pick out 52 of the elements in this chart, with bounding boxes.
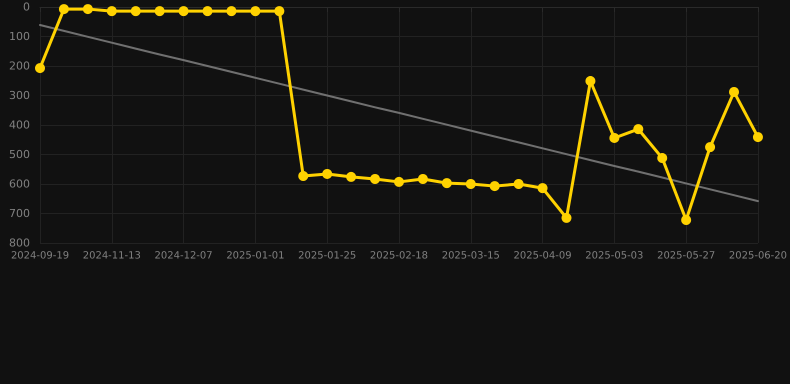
point <box>370 174 380 184</box>
point <box>226 6 236 16</box>
point <box>202 6 213 16</box>
y-tick-label: 100 <box>9 30 30 43</box>
point <box>538 183 548 194</box>
point <box>562 212 572 223</box>
point <box>442 178 452 188</box>
point <box>106 6 117 16</box>
point <box>250 6 260 16</box>
y-tick-label: 800 <box>9 236 30 250</box>
point <box>681 214 692 225</box>
point <box>274 6 284 16</box>
y-tick-label: 600 <box>9 178 30 190</box>
point <box>130 6 141 16</box>
point <box>35 63 45 74</box>
point <box>154 6 165 16</box>
point <box>394 176 404 187</box>
point <box>178 6 189 16</box>
x-tick-label: 2025-04-09 <box>513 250 572 262</box>
line-series <box>39 24 759 202</box>
y-tick-label: 400 <box>9 118 30 132</box>
point <box>346 172 356 182</box>
point <box>514 179 524 189</box>
point <box>705 142 716 152</box>
point <box>633 124 644 134</box>
point <box>418 174 428 184</box>
y-tick-label: 700 <box>9 207 30 220</box>
point <box>58 4 69 14</box>
point <box>490 181 500 192</box>
point <box>585 76 596 86</box>
x-tick-label: 2025-05-27 <box>657 250 716 262</box>
point <box>82 4 93 14</box>
point <box>609 132 620 143</box>
x-tick-label: 2025-01-25 <box>298 250 356 262</box>
x-tick-label: 2024-09-19 <box>10 250 70 262</box>
x-tick-label: 2024-11-13 <box>82 250 141 262</box>
y-tick-label: 200 <box>9 60 30 72</box>
point <box>322 168 332 179</box>
x-tick-label: 2025-06-20 <box>728 250 788 262</box>
y-tick-label: 0 <box>23 0 30 14</box>
x-tick-label: 2024-12-07 <box>154 250 213 262</box>
x-tick-label: 2025-01-01 <box>226 250 284 262</box>
x-tick-label: 2025-02-18 <box>370 250 428 262</box>
x-tick-label: 2025-05-03 <box>585 250 644 262</box>
x-tick-label: 2025-03-15 <box>442 250 500 262</box>
point <box>729 86 740 97</box>
y-tick-label: 500 <box>9 148 30 161</box>
point <box>298 171 308 182</box>
y-tick-label: 300 <box>9 89 30 102</box>
point <box>752 132 763 142</box>
point <box>466 179 476 189</box>
point <box>657 153 668 164</box>
